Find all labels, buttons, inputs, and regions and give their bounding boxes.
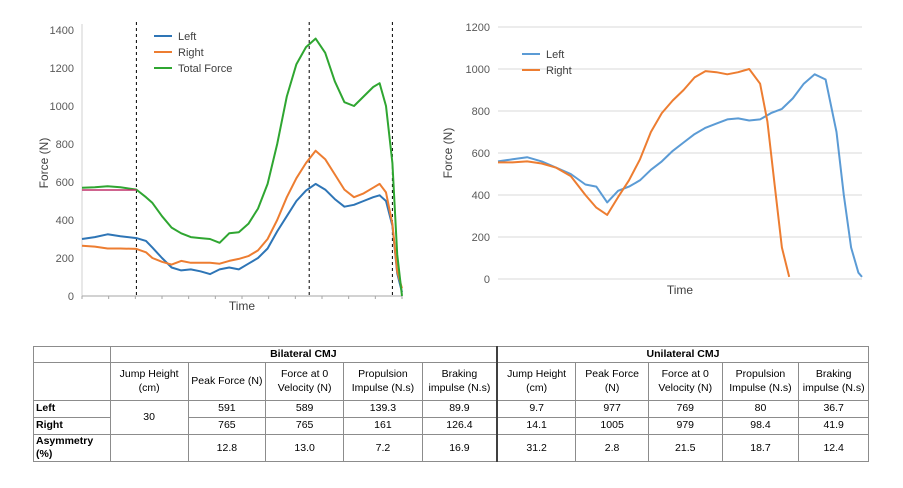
table-cell: 979 — [647, 417, 723, 435]
table-cell: 12.8 — [187, 433, 267, 463]
unilateral-series-left-line — [497, 73, 863, 278]
col-header: Peak Force (N) — [187, 362, 267, 401]
table-cell: 2.8 — [575, 433, 649, 463]
table-cell: 12.4 — [798, 433, 869, 463]
table-cell: 591 — [187, 400, 267, 418]
table-cell: 98.4 — [721, 417, 800, 435]
unilateral-ytick-label: 600 — [472, 148, 490, 160]
cmj-results-table: Bilateral CMJ Unilateral CMJ Jump Height… — [33, 346, 869, 463]
table-cell: 7.2 — [343, 433, 423, 463]
table-row-asymmetry: Asymmetry (%) 12.8 13.0 7.2 16.9 31.2 2.… — [33, 433, 869, 463]
bilateral-ytick-label: 800 — [56, 139, 74, 151]
unilateral-force-chart: 0 200 400 600 800 1000 1200 Time Force (N) Left Ri… — [430, 0, 903, 310]
bilateral-ytick-label: 400 — [56, 215, 74, 227]
bilateral-x-axis-title: Time — [229, 299, 256, 313]
col-header: Peak Force (N) — [575, 362, 649, 401]
group-bilateral: Bilateral CMJ — [109, 346, 498, 363]
table-cell: 18.7 — [721, 433, 800, 463]
unilateral-x-axis-title: Time — [667, 283, 694, 297]
table-cell: 765 — [265, 417, 345, 435]
table-cell-jump-height-bilateral: 30 — [109, 400, 189, 435]
bilateral-ytick-label: 1200 — [50, 63, 74, 75]
unilateral-ytick-label: 200 — [472, 232, 490, 244]
column-header-row: Jump Height (cm) Peak Force (N) Force at… — [33, 362, 869, 401]
table-cell: 13.0 — [265, 433, 345, 463]
table-cell: 21.5 — [647, 433, 723, 463]
unilateral-ytick-label: 1000 — [466, 64, 490, 76]
table-cell: 80 — [721, 400, 800, 418]
col-header: Braking impulse (N.s) — [421, 362, 498, 401]
group-unilateral: Unilateral CMJ — [496, 346, 869, 363]
results-table: Bilateral CMJ Unilateral CMJ Jump Height… — [33, 346, 869, 463]
table-cell: 41.9 — [798, 417, 869, 435]
table-cell: 31.2 — [496, 433, 577, 463]
col-header: Braking impulse (N.s) — [798, 362, 869, 401]
bilateral-ytick-label: 0 — [68, 291, 74, 303]
unilateral-ytick-label: 0 — [484, 274, 490, 286]
row-label: Left — [33, 400, 111, 418]
row-label: Asymmetry (%) — [33, 433, 111, 463]
table-cell: 769 — [647, 400, 723, 418]
bilateral-series-total-force-line — [81, 37, 403, 297]
bilateral-ytick-label: 1400 — [50, 25, 74, 37]
table-cell: 589 — [265, 400, 345, 418]
unilateral-force-chart-svg: 0 200 400 600 800 1000 1200 Time Force (N) Left Ri… — [441, 22, 863, 297]
table-cell: 9.7 — [496, 400, 577, 418]
bilateral-legend-label: Right — [178, 47, 204, 59]
row-label: Right — [33, 417, 111, 435]
col-header: Jump Height (cm) — [109, 362, 189, 401]
bilateral-legend-label: Left — [178, 31, 196, 43]
corner-cell — [33, 346, 111, 363]
unilateral-ytick-label: 400 — [472, 190, 490, 202]
table-cell: 14.1 — [496, 417, 577, 435]
unilateral-legend-label: Left — [546, 49, 564, 61]
table-cell: 977 — [575, 400, 649, 418]
col-header: Propulsion Impulse (N.s) — [343, 362, 423, 401]
table-cell: 89.9 — [421, 400, 498, 418]
table-row-left: Left 30 591 589 139.3 89.9 9.7 977 769 8… — [33, 400, 869, 435]
unilateral-ytick-label: 1200 — [466, 22, 490, 34]
table-cell: 161 — [343, 417, 423, 435]
table-cell — [109, 433, 189, 463]
unilateral-legend-label: Right — [546, 65, 572, 77]
col-header: Force at 0 Velocity (N) — [265, 362, 345, 401]
table-cell: 139.3 — [343, 400, 423, 418]
table-cell: 1005 — [575, 417, 649, 435]
table-cell: 16.9 — [421, 433, 498, 463]
bilateral-ytick-label: 200 — [56, 253, 74, 265]
unilateral-series-right-line — [498, 68, 791, 278]
bilateral-y-axis-title: Force (N) — [37, 138, 51, 189]
bilateral-series-left-line — [81, 182, 403, 293]
col-header: Propulsion Impulse (N.s) — [721, 362, 800, 401]
table-cell: 36.7 — [798, 400, 869, 418]
table-cell: 126.4 — [421, 417, 498, 435]
bilateral-legend-label: Total Force — [178, 63, 232, 75]
bilateral-ytick-label: 600 — [56, 177, 74, 189]
group-header-row: Bilateral CMJ Unilateral CMJ — [33, 346, 869, 363]
bilateral-force-chart: 0 200 400 600 800 1000 1200 1400 Time Force (N) Le… — [0, 0, 420, 318]
bilateral-ytick-label: 1000 — [50, 101, 74, 113]
bilateral-force-chart-svg: 0 200 400 600 800 1000 1200 1400 Time Force (N) Le… — [37, 22, 403, 313]
corner-cell-2 — [33, 362, 111, 401]
col-header: Force at 0 Velocity (N) — [647, 362, 723, 401]
unilateral-y-axis-title: Force (N) — [441, 128, 455, 179]
bilateral-series-right-line — [81, 149, 403, 289]
col-header: Jump Height (cm) — [496, 362, 577, 401]
unilateral-ytick-label: 800 — [472, 106, 490, 118]
table-cell: 765 — [187, 417, 267, 435]
